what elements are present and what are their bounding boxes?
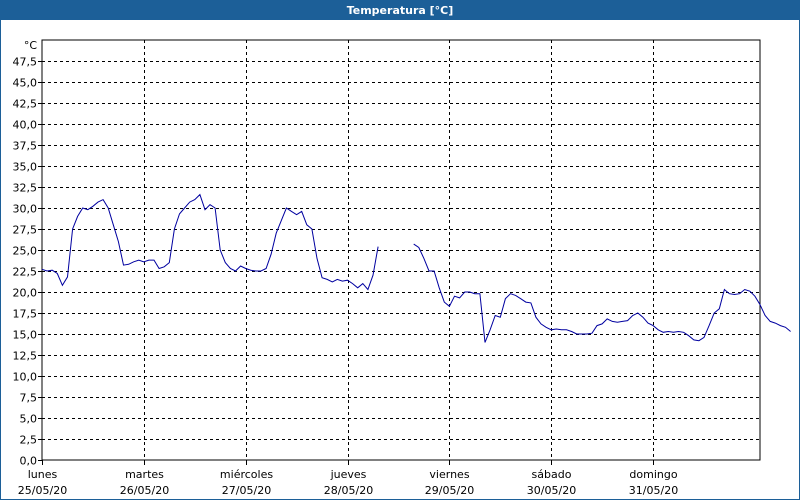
y-tick-label: 2,5 (20, 434, 38, 447)
line-layer (41, 193, 791, 343)
x-tick-date-label: 27/05/20 (222, 484, 271, 497)
y-tick-label: 47,5 (13, 56, 38, 69)
y-tick-label: 37,5 (13, 140, 38, 153)
y-tick-label: 45,0 (13, 77, 38, 90)
temperature-series-line (41, 193, 379, 291)
y-tick-label: 35,0 (13, 161, 38, 174)
y-tick-label: 30,0 (13, 203, 38, 216)
y-tick-label: 10,0 (13, 371, 38, 384)
x-tick-date-label: 25/05/20 (18, 484, 67, 497)
x-tick-day-label: martes (125, 468, 164, 481)
y-tick-label: 25,0 (13, 245, 38, 258)
y-tick-label: 15,0 (13, 329, 38, 342)
y-tick-label: 20,0 (13, 287, 38, 300)
y-tick-label: 42,5 (13, 98, 38, 111)
y-tick-label: 17,5 (13, 308, 38, 321)
x-tick-day-label: lunes (28, 468, 58, 481)
y-tick-label: 0,0 (20, 455, 38, 468)
y-tick-label: 32,5 (13, 182, 38, 195)
y-tick-label: 22,5 (13, 266, 38, 279)
axis-layer: 0,0 2,5 5,0 7,5 10,0 12,5 15,0 17,5 20,0 22,5 25,0… (13, 39, 761, 497)
y-tick-label: 7,5 (20, 392, 38, 405)
y-axis-unit-label: °C (24, 39, 38, 52)
y-tick-label: 27,5 (13, 224, 38, 237)
x-tick-day-label: sábado (532, 468, 572, 481)
x-tick-date-label: 28/05/20 (324, 484, 373, 497)
grid-layer (42, 40, 760, 460)
plot-border (41, 39, 761, 461)
y-tick-label: 40,0 (13, 119, 38, 132)
x-tick-day-label: miércoles (220, 468, 273, 481)
y-tick-label: 12,5 (13, 350, 38, 363)
x-tick-date-label: 26/05/20 (120, 484, 169, 497)
x-tick-day-label: domingo (629, 468, 677, 481)
temperature-series-line (413, 243, 791, 343)
y-tick-label: 5,0 (20, 413, 38, 426)
x-tick-date-label: 31/05/20 (629, 484, 678, 497)
x-tick-day-label: jueves (330, 468, 367, 481)
x-tick-date-label: 30/05/20 (527, 484, 576, 497)
x-tick-day-label: viernes (429, 468, 469, 481)
x-tick-date-label: 29/05/20 (425, 484, 474, 497)
window-title: Temperatura [°C] (0, 0, 800, 20)
